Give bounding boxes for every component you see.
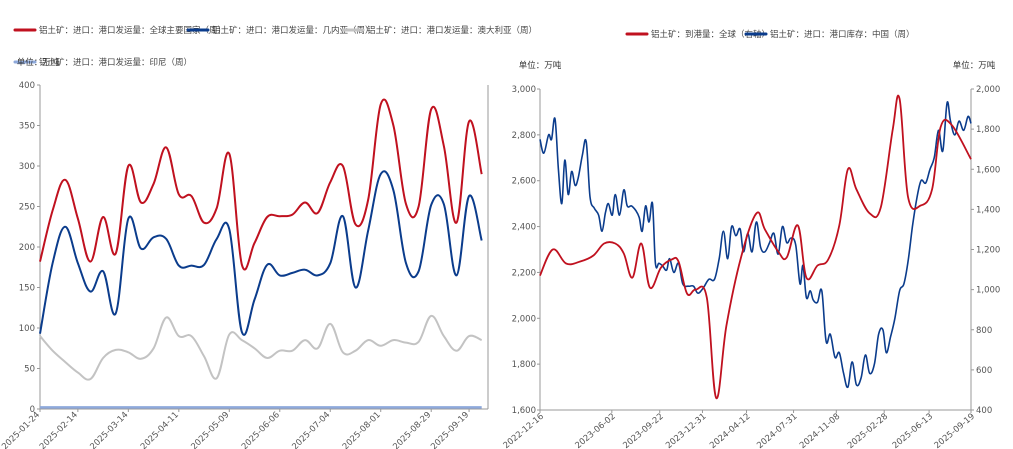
right-y-tick-label: 2,000 [976,85,1000,95]
series-line-1 [39,98,483,271]
legend-label: 铝土矿：进口：港口发运量：印尼（周） [39,57,192,68]
right-y-tick-label: 1,000 [976,286,1000,296]
left-y-tick-label: 2,400 [512,223,536,233]
x-tick-label: 2025-08-29 [391,410,433,449]
right-chart-right-unit: 单位：万吨 [953,60,996,71]
x-tick-label: 2025-01-24 [0,410,42,449]
x-tick-label: 2025-04-11 [139,410,181,449]
legend-label: 铝土矿：进口：港口库存：中国（周） [770,29,915,40]
y-tick-label: 0 [30,405,35,415]
x-tick-label: 2024-11-08 [798,412,842,449]
y-tick-label: 350 [19,122,35,132]
right-y-tick-label: 1,800 [976,125,1000,135]
left-y-tick-label: 2,200 [512,268,536,278]
y-tick-label: 250 [19,203,35,213]
x-tick-label: 2023-09-22 [621,412,665,449]
legend-label: 铝土矿：进口：港口发运量：澳大利亚（周） [367,25,537,36]
right-chart-left-unit: 单位：万吨 [519,60,562,71]
left-y-tick-label: 2,800 [512,131,536,141]
left-chart: 铝土矿：进口：港口发运量：全球主要国家（周）铝土矿：进口：港口发运量：几内亚（周… [0,25,537,449]
right-y-tick-label: 400 [976,406,992,416]
y-tick-label: 50 [24,365,35,375]
left-legend: 铝土矿：进口：港口发运量：全球主要国家（周）铝土矿：进口：港口发运量：几内亚（周… [13,25,537,68]
x-tick-label: 2025-09-19 [933,412,977,449]
x-tick-label: 2024-04-12 [708,412,752,449]
left-y-tick-label: 1,600 [512,406,536,416]
right-chart: 铝土矿：到港量：全球（右轴） 铝土矿：进口：港口库存：中国（周） 单位：万吨 单位：万… [502,29,1001,449]
left-y-tick-label: 1,800 [512,360,536,370]
x-tick-label: 2025-03-14 [88,410,130,449]
x-tick-label: 2025-09-19 [429,410,471,449]
right-y-tick-label: 1,400 [976,205,1000,215]
legend-label: 铝土矿：进口：港口发运量：几内亚（周） [212,25,374,36]
x-tick-label: 2023-12-31 [664,412,708,449]
right-legend: 铝土矿：到港量：全球（右轴） 铝土矿：进口：港口库存：中国（周） [625,29,915,40]
x-tick-label: 2025-05-09 [189,410,231,449]
y-tick-label: 150 [19,284,35,294]
x-tick-label: 2025-06-13 [891,412,935,449]
x-tick-label: 2023-06-02 [573,412,617,449]
x-tick-label: 2025-02-14 [38,410,80,449]
right-y-tick-label: 600 [976,366,992,376]
series-line-2 [39,170,483,336]
right-y-tick-label: 1,200 [976,246,1000,256]
x-tick-label: 2025-02-28 [846,412,890,449]
left-y-tick-label: 2,000 [512,314,536,324]
left-y-tick-label: 2,600 [512,177,536,187]
left-unit-label: 单位：万吨 [17,57,60,68]
x-tick-label: 2025-07-04 [290,410,332,449]
left-y-tick-label: 3,000 [512,85,536,95]
x-tick-label: 2024-07-31 [755,412,799,449]
y-tick-label: 300 [19,162,35,172]
legend-label: 铝土矿：进口：港口发运量：全球主要国家（周） [39,25,226,36]
series-line-port-inventory [539,100,972,389]
right-y-tick-label: 1,600 [976,165,1000,175]
y-tick-label: 200 [19,243,35,253]
x-tick-label: 2025-06-06 [240,410,282,449]
x-tick-label: 2022-12-16 [502,412,546,449]
series-line-global-arrivals [539,94,972,399]
y-tick-label: 400 [19,81,35,91]
series-line-3 [39,314,483,381]
right-y-tick-label: 800 [976,326,992,336]
y-tick-label: 100 [19,324,35,334]
legend-label: 铝土矿：到港量：全球（右轴） [651,29,770,40]
x-tick-label: 2025-08-01 [341,410,383,449]
